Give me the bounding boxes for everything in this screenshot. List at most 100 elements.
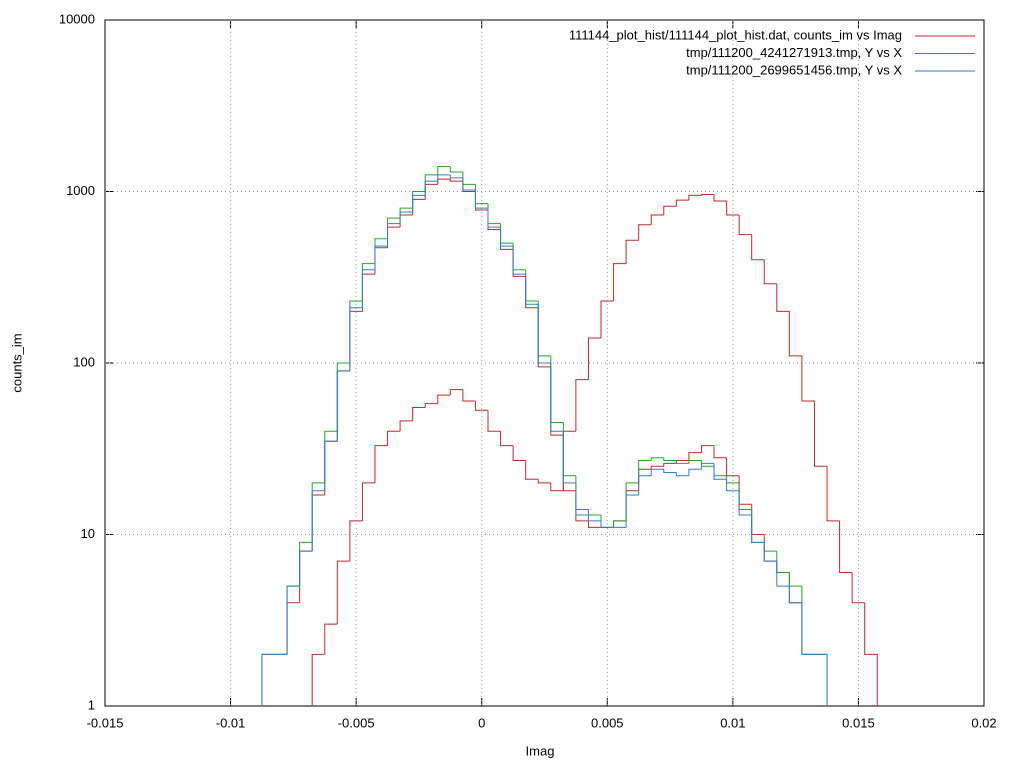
step-bar xyxy=(613,520,627,528)
step-bar xyxy=(387,217,401,239)
step-bar xyxy=(437,174,451,182)
step-bar xyxy=(814,653,828,706)
step-bar xyxy=(525,269,539,302)
step-bar xyxy=(650,457,664,461)
x-tick-label: 0 xyxy=(478,715,485,730)
step-bar xyxy=(349,300,363,363)
step-bar xyxy=(311,490,325,552)
step-bar xyxy=(713,463,727,480)
y-axis-label: counts_im xyxy=(9,333,24,392)
step-bar xyxy=(663,205,677,215)
step-bar xyxy=(437,394,451,404)
step-bar xyxy=(361,269,375,308)
step-bar xyxy=(638,468,652,491)
step-bar xyxy=(361,263,375,301)
step-bar xyxy=(449,179,463,182)
legend-label: tmp/111200_4241271913.tmp, Y vs X xyxy=(686,45,902,60)
step-bar xyxy=(537,479,551,484)
step-bar xyxy=(562,422,576,477)
step-bar xyxy=(562,431,576,484)
step-bar xyxy=(688,460,702,464)
step-bar xyxy=(587,509,602,516)
step-bar xyxy=(801,602,815,655)
step-bar xyxy=(575,475,589,510)
step-bar xyxy=(299,550,313,603)
step-bar xyxy=(575,379,589,432)
legend-label: 111144_plot_hist/111144_plot_hist.dat, c… xyxy=(569,27,902,42)
step-bar xyxy=(751,234,765,261)
step-bar xyxy=(500,223,514,244)
step-bar xyxy=(500,431,514,447)
step-bar xyxy=(675,472,689,477)
step-bar xyxy=(663,457,677,462)
step-bar xyxy=(814,653,828,706)
step-bar xyxy=(437,165,451,175)
step-bar xyxy=(587,520,602,528)
step-bar xyxy=(500,227,514,247)
step-bar xyxy=(814,653,828,706)
step-bar xyxy=(437,178,451,185)
step-bar xyxy=(851,572,865,604)
x-tick-label: 0.015 xyxy=(842,715,875,730)
step-bar xyxy=(562,430,576,491)
step-bar xyxy=(613,263,627,301)
step-bar xyxy=(399,214,413,228)
step-bar xyxy=(638,475,652,495)
step-bar xyxy=(600,520,614,528)
step-bar xyxy=(462,389,476,402)
step-bar xyxy=(286,585,300,655)
step-bar xyxy=(550,363,564,432)
step-bar xyxy=(738,490,752,516)
step-bar xyxy=(700,462,715,470)
step-bar xyxy=(361,482,375,521)
step-bar xyxy=(700,445,715,453)
step-bar xyxy=(650,465,664,470)
step-bar xyxy=(600,300,614,338)
step-bar xyxy=(399,207,413,219)
step-bar xyxy=(311,482,325,543)
step-bar xyxy=(726,479,740,492)
legend-label: tmp/111200_2699651456.tmp, Y vs X xyxy=(686,62,902,77)
step-bar xyxy=(650,468,664,476)
step-bar xyxy=(349,520,363,562)
step-bar xyxy=(374,245,388,270)
step-bar xyxy=(738,214,752,236)
step-bar xyxy=(336,370,350,442)
step-bar xyxy=(726,201,740,216)
step-bar xyxy=(788,572,802,587)
step-bar xyxy=(763,542,777,562)
step-bar xyxy=(487,208,501,228)
step-bar xyxy=(311,494,325,552)
step-bar xyxy=(412,407,426,421)
step-bar xyxy=(864,602,878,706)
step-bar xyxy=(776,561,790,587)
step-bar xyxy=(688,468,702,476)
x-tick-label: -0.005 xyxy=(338,715,375,730)
step-bar xyxy=(462,177,476,191)
step-bar xyxy=(349,307,363,371)
y-tick-label: 100 xyxy=(73,354,95,369)
step-bar xyxy=(311,653,325,706)
y-tick-label: 10000 xyxy=(59,11,95,26)
step-bar xyxy=(688,452,702,461)
step-bar xyxy=(788,586,802,604)
step-bar xyxy=(613,520,627,528)
step-bar xyxy=(801,586,815,655)
step-bar xyxy=(550,482,564,492)
step-bar xyxy=(550,366,564,436)
step-bar xyxy=(324,623,338,655)
step-bar xyxy=(387,430,401,446)
step-bar xyxy=(562,435,576,492)
step-bar xyxy=(550,355,564,423)
step-bar xyxy=(713,466,727,477)
step-bar xyxy=(801,355,815,402)
step-bar xyxy=(638,460,652,483)
step-bar xyxy=(763,542,777,552)
step-bar xyxy=(738,475,752,505)
y-tick-label: 1 xyxy=(88,697,95,712)
step-bar xyxy=(487,203,501,225)
step-bar xyxy=(261,653,275,706)
step-bar xyxy=(424,403,438,408)
step-bar xyxy=(336,362,350,432)
